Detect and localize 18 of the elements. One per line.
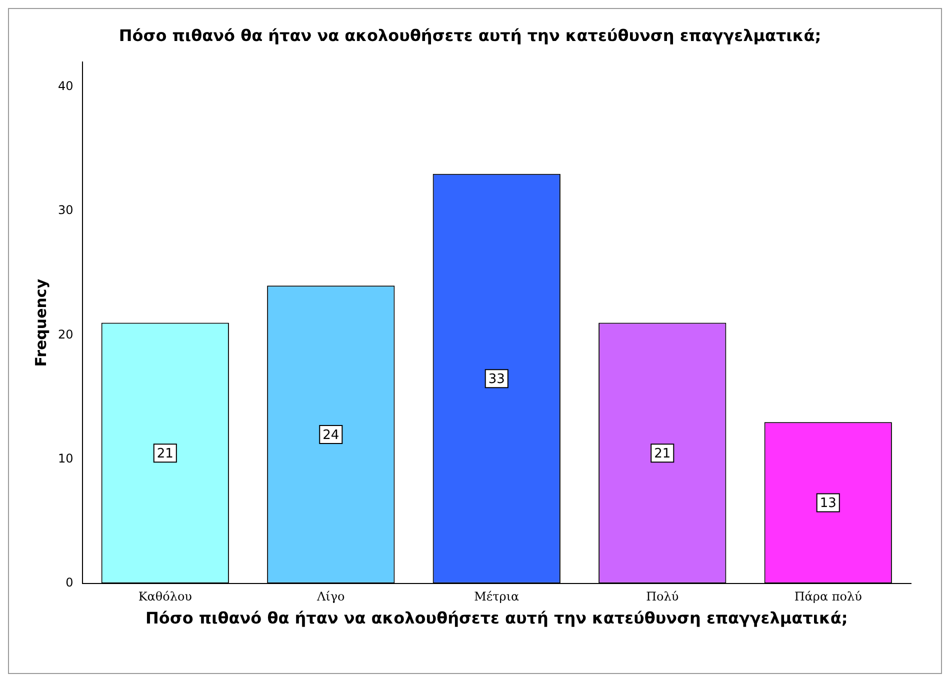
y-tick-label: 40 (58, 79, 74, 94)
x-tick-label: Πολύ (646, 590, 679, 604)
y-tick-label: 20 (58, 327, 74, 342)
y-tick-label: 10 (58, 451, 74, 466)
data-label: 33 (488, 372, 505, 388)
y-axis-title: Frequency (32, 278, 50, 367)
data-label: 13 (820, 496, 836, 512)
y-tick-label: 0 (66, 576, 74, 590)
x-tick-label: Λίγο (316, 590, 345, 604)
data-label: 24 (322, 428, 340, 443)
data-label: 21 (654, 446, 671, 462)
x-tick-label: Πάρα πολύ (794, 590, 862, 604)
x-axis-title: Πόσο πιθανό θα ήταν να ακολουθήσετε αυτή την κατεύθυνση επαγγελματικά; (145, 608, 848, 628)
x-tick-label: Μέτρια (474, 590, 520, 604)
x-tick-label: Καθόλου (138, 590, 192, 604)
y-tick-label: 30 (58, 203, 74, 218)
data-label: 21 (156, 446, 174, 462)
chart-title: Πόσο πιθανό θα ήταν να ακολουθήσετε αυτή την κατεύθυνση επαγγελματικά; (118, 26, 822, 45)
